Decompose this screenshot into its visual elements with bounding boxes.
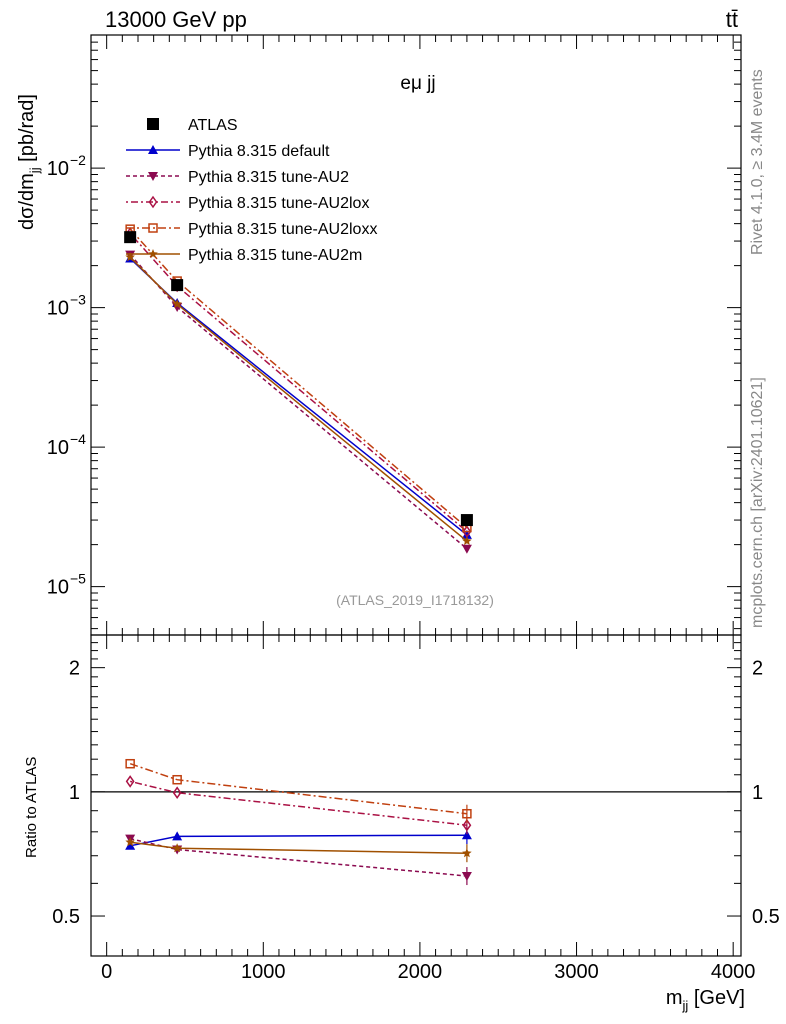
data-point — [148, 195, 158, 209]
data-point — [462, 848, 472, 858]
legend-entry: Pythia 8.315 tune-AU2loxx — [126, 221, 377, 238]
energy-label: 13000 GeV pp — [105, 7, 247, 32]
y-axis-title-unit: [pb/rad] — [16, 94, 38, 167]
data-point — [172, 774, 182, 785]
ratio-pythia-8-315-tune-au2m — [125, 837, 472, 863]
ratio-line — [129, 762, 467, 815]
data-point — [462, 818, 472, 832]
data-point — [147, 118, 159, 130]
legend-label: Pythia 8.315 tune-AU2m — [188, 247, 362, 264]
data-point — [172, 786, 182, 800]
data-point — [125, 252, 135, 262]
x-axis-title-unit: [GeV] — [688, 987, 745, 1009]
data-point — [148, 223, 158, 233]
x-tick-label: 4000 — [711, 961, 756, 983]
y-axis-title-top: dσ/dmjj [pb/rad] — [16, 94, 42, 230]
y-tick-label: 10 — [47, 158, 69, 180]
ratio-panel-series — [125, 758, 472, 886]
data-point — [125, 840, 136, 850]
data-point — [124, 231, 137, 244]
legend-label: ATLAS — [188, 117, 238, 134]
panel-label: eμ jj — [400, 73, 435, 94]
y-tick-label: 10 — [47, 577, 69, 599]
ratio-tick-label-right: 0.5 — [752, 906, 780, 928]
y-tick-label: 10 — [47, 298, 69, 320]
ratio-line — [130, 780, 467, 826]
ratio-axis-ticks: 2 2 1 1 0.5 0.5 — [52, 634, 780, 957]
legend-entry: Pythia 8.315 default — [126, 143, 330, 160]
ratio-tick-label-right: 2 — [752, 658, 763, 680]
rivet-label: Rivet 4.1.0, ≥ 3.4M events — [749, 69, 766, 255]
process-label: tt̄ — [726, 7, 738, 32]
ratio-tick-label: 0.5 — [52, 906, 80, 928]
legend-label: Pythia 8.315 tune-AU2loxx — [188, 221, 377, 238]
y-axis-title-main: dσ/dm — [16, 173, 38, 230]
ratio-pythia-8-315-tune-au2loxx — [125, 758, 472, 823]
y-tick-exponent: −5 — [70, 571, 86, 587]
x-tick-label: 2000 — [398, 961, 443, 983]
ratio-pythia-8-315-tune-au2lox — [125, 775, 472, 835]
x-axis-ticks: 0 1000 2000 3000 4000 — [90, 35, 756, 983]
data-point — [148, 172, 158, 181]
data-point — [462, 808, 472, 819]
data-point — [461, 830, 472, 840]
y-axis-title-ratio: Ratio to ATLAS — [23, 757, 40, 858]
ratio-panel-frame — [90, 634, 742, 957]
data-point — [148, 145, 158, 154]
data-point — [125, 775, 135, 788]
mcplots-label: mcplots.cern.ch [arXiv:2401.10621] — [749, 377, 766, 628]
x-axis-title-sub: jj — [682, 998, 689, 1013]
x-tick-label: 3000 — [554, 961, 599, 983]
ratio-tick-label: 1 — [69, 782, 80, 804]
legend-label: Pythia 8.315 tune-AU2lox — [188, 195, 369, 212]
analysis-label: (ATLAS_2019_I1718132) — [336, 592, 494, 608]
y-axis-title-sub: jj — [27, 167, 42, 174]
ratio-line — [130, 837, 467, 877]
legend-entry: Pythia 8.315 tune-AU2m — [126, 247, 362, 264]
ratio-tick-label: 2 — [69, 658, 80, 680]
y-tick-label: 10 — [47, 437, 69, 459]
data-point — [125, 837, 135, 847]
data-point — [460, 514, 473, 527]
top-axis-ticks: 10−210−310−410−5 — [47, 34, 741, 630]
x-tick-label: 1000 — [241, 961, 286, 983]
data-point — [462, 536, 472, 546]
data-point — [125, 758, 135, 769]
legend: ATLAS Pythia 8.315 default Pythia 8.315 tu… — [126, 117, 377, 264]
data-point — [461, 529, 472, 539]
legend-entry: Pythia 8.315 tune-AU2lox — [126, 195, 369, 212]
y-tick-exponent: −2 — [70, 152, 86, 168]
legend-label: Pythia 8.315 tune-AU2 — [188, 169, 349, 186]
legend-entry: Pythia 8.315 tune-AU2 — [126, 169, 349, 186]
top-panel-series — [124, 224, 473, 554]
data-point — [172, 299, 182, 309]
data-point — [461, 544, 472, 554]
y-tick-exponent: −3 — [70, 292, 86, 308]
data-point — [171, 279, 184, 292]
legend-entry: ATLAS — [147, 117, 238, 134]
x-tick-label: 0 — [101, 961, 112, 983]
legend-label: Pythia 8.315 default — [188, 143, 330, 160]
data-point — [172, 843, 182, 853]
data-point — [148, 249, 158, 258]
data-point — [172, 831, 183, 841]
series-atlas — [124, 231, 473, 527]
ratio-tick-label-right: 1 — [752, 782, 763, 804]
x-axis-title: mjj [GeV] — [666, 987, 745, 1013]
y-tick-exponent: −4 — [70, 431, 86, 447]
x-axis-title-main: m — [666, 987, 683, 1009]
data-point — [461, 872, 472, 882]
series-pythia-8-315-tune-au2m — [125, 252, 472, 546]
